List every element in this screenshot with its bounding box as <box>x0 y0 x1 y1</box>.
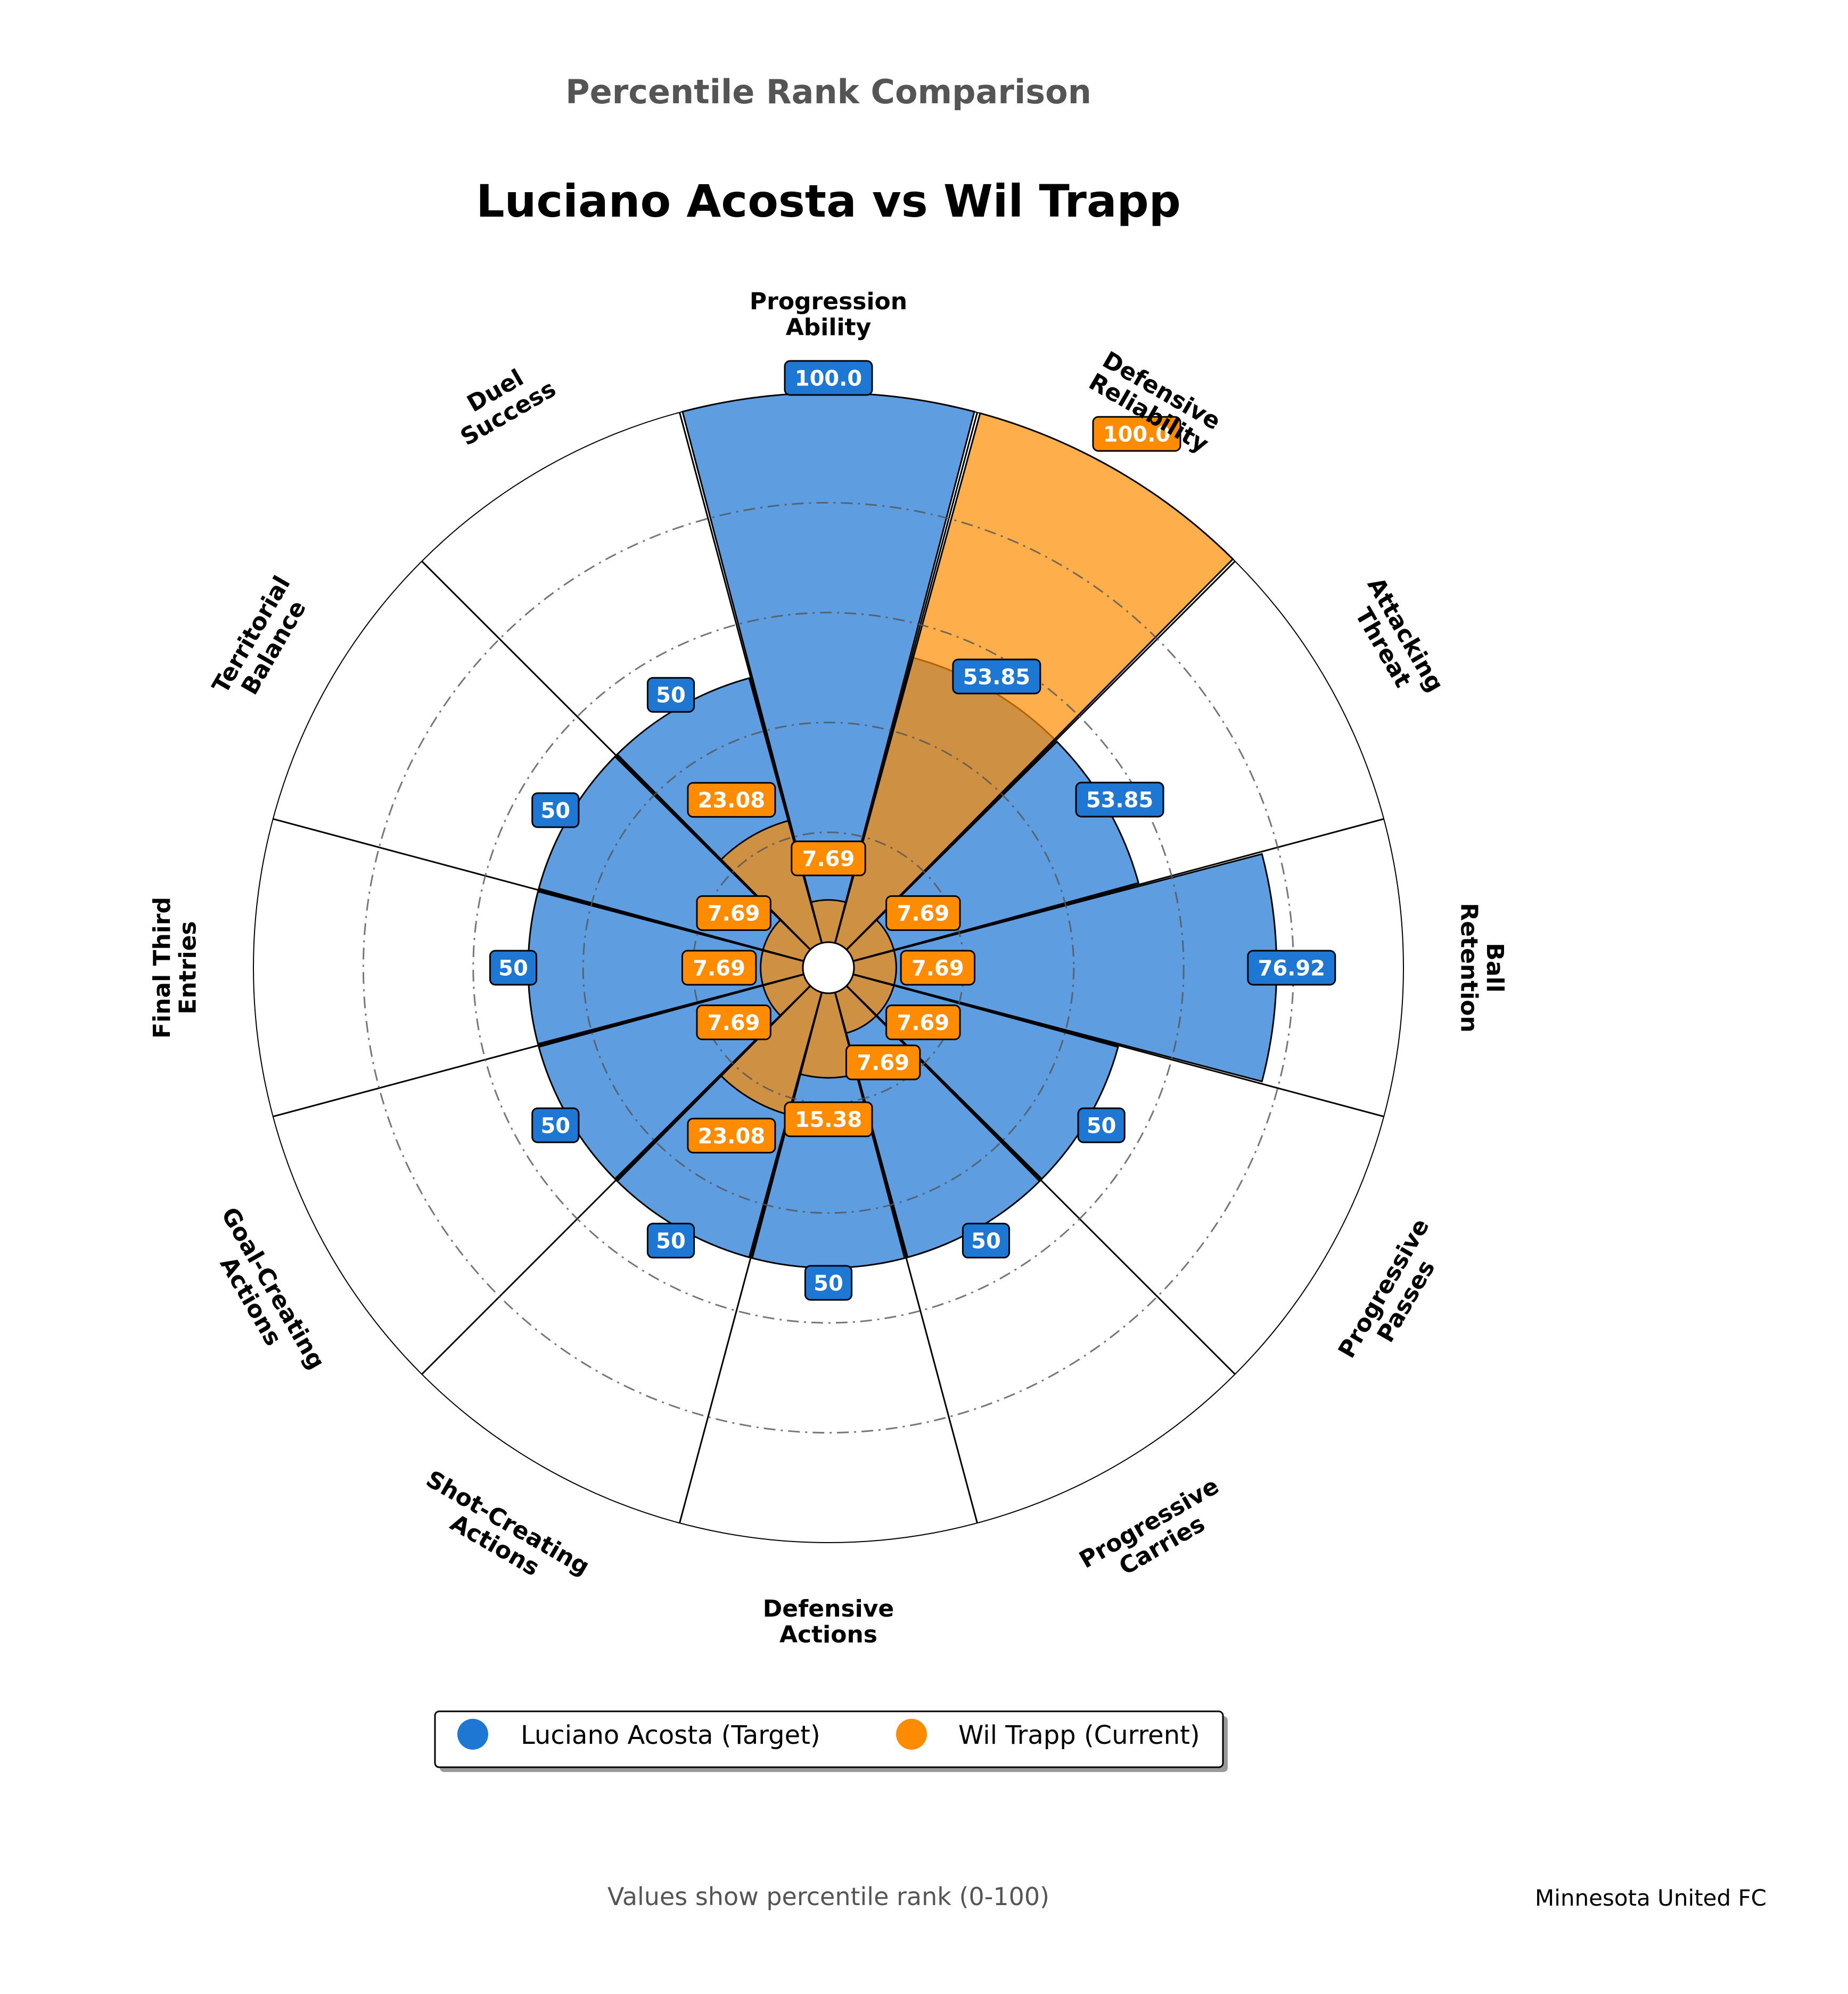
legend: Luciano Acosta (Target) Wil Trapp (Curre… <box>434 1710 1228 1772</box>
value-label-target-box <box>531 1107 580 1143</box>
value-label-target-text: 50 <box>971 1229 1001 1254</box>
value-label-target: 50 <box>804 1265 853 1301</box>
value-label-target-text: 100.0 <box>795 366 863 391</box>
value-label-target: 76.92 <box>1247 950 1336 986</box>
value-label-current-text: 7.69 <box>802 847 855 871</box>
value-label-target: 50 <box>531 1107 580 1143</box>
team-name: Minnesota United FC <box>1535 1885 1767 1911</box>
value-label-current-box <box>784 1101 873 1138</box>
value-label-current-text: 7.69 <box>708 1011 760 1035</box>
grid-circle <box>582 721 1075 1214</box>
value-label-target-box <box>1077 1107 1126 1143</box>
legend-label-target: Luciano Acosta (Target) <box>521 1720 820 1750</box>
value-label-current-text: 7.69 <box>897 1011 949 1035</box>
value-label-current: 7.69 <box>681 950 757 986</box>
value-label-current-box <box>885 895 961 931</box>
center-hole <box>802 941 855 994</box>
value-label-target-text: 53.85 <box>963 665 1031 689</box>
category-label: BallRetention <box>1455 903 1508 1033</box>
value-label-target-text: 50 <box>814 1271 843 1296</box>
value-label-current-text: 7.69 <box>693 956 745 980</box>
value-label-current-text: 23.08 <box>698 788 766 813</box>
value-label-target-box <box>1075 781 1164 818</box>
value-label-target-text: 50 <box>656 683 686 708</box>
value-label-target: 50 <box>489 950 538 986</box>
value-label-current-text: 7.69 <box>911 956 964 980</box>
value-label-target: 53.85 <box>1075 781 1164 818</box>
value-label-target: 53.85 <box>952 658 1041 695</box>
value-label-target-box <box>784 360 873 396</box>
value-label-target: 100.0 <box>784 360 873 396</box>
value-label-current-box <box>845 1044 921 1081</box>
value-label-target-box <box>804 1265 853 1301</box>
value-label-current: 7.69 <box>900 950 976 986</box>
legend-frame <box>434 1710 1224 1768</box>
legend-marker-target <box>457 1719 488 1750</box>
value-label-current: 7.69 <box>696 1004 771 1041</box>
value-label-target: 50 <box>531 792 580 828</box>
value-label-current-box <box>681 950 757 986</box>
value-label-target-text: 50 <box>498 956 528 980</box>
value-label-current-text: 23.08 <box>698 1124 766 1149</box>
value-label-current-box <box>900 950 976 986</box>
legend-marker-current <box>896 1719 927 1750</box>
chart-title: Luciano Acosta vs Wil Trapp <box>476 175 1181 227</box>
category-label: Final ThirdEntries <box>149 897 201 1039</box>
value-label-target-box <box>531 792 580 828</box>
grid-circle <box>472 612 1185 1324</box>
value-label-current: 7.69 <box>696 895 771 931</box>
value-label-target-text: 50 <box>656 1229 686 1254</box>
value-label-target: 50 <box>646 1223 695 1259</box>
value-label-current: 23.08 <box>687 782 776 818</box>
value-label-target: 50 <box>1077 1107 1126 1143</box>
value-label-current-box <box>687 1117 776 1153</box>
value-label-target-text: 50 <box>540 1114 570 1138</box>
value-label-current: 7.69 <box>845 1044 921 1081</box>
value-label-current-box <box>696 895 771 931</box>
value-label-current: 7.69 <box>791 841 866 877</box>
value-label-current-text: 100.0 <box>1103 423 1171 447</box>
value-label-current: 100.0 <box>1092 416 1181 452</box>
value-label-target-text: 53.85 <box>1086 788 1154 813</box>
value-label-current: 7.69 <box>885 895 961 931</box>
value-label-target: 50 <box>646 677 695 713</box>
value-label-current-box <box>1092 416 1181 452</box>
legend-label-current: Wil Trapp (Current) <box>958 1720 1200 1750</box>
chart-suptitle: Percentile Rank Comparison <box>565 72 1091 111</box>
value-label-current-box <box>791 841 866 877</box>
value-label-target-box <box>489 950 538 986</box>
category-label: Defensive Actions <box>763 1595 894 1648</box>
value-label-target-box <box>646 677 695 713</box>
value-label-current-text: 7.69 <box>708 902 760 926</box>
value-label-current: 7.69 <box>885 1004 961 1041</box>
value-label-current-box <box>885 1004 961 1041</box>
value-label-current: 15.38 <box>784 1101 873 1138</box>
value-label-current-text: 7.69 <box>897 902 949 926</box>
value-label-target-text: 76.92 <box>1258 956 1326 980</box>
value-label-target: 50 <box>962 1223 1011 1259</box>
value-label-current-box <box>696 1004 771 1041</box>
value-label-current-box <box>687 782 776 818</box>
value-label-target-text: 50 <box>1087 1114 1116 1138</box>
value-label-target-box <box>952 658 1041 695</box>
value-label-target-text: 50 <box>540 798 570 823</box>
value-label-target-box <box>962 1223 1011 1259</box>
value-label-target-box <box>1247 950 1336 986</box>
category-label: Progression Ability <box>750 288 907 341</box>
value-label-current-text: 15.38 <box>795 1108 863 1132</box>
value-label-target-box <box>646 1223 695 1259</box>
value-label-current: 23.08 <box>687 1117 776 1153</box>
value-label-current-text: 7.69 <box>857 1051 909 1075</box>
footnote: Values show percentile rank (0-100) <box>607 1882 1049 1911</box>
